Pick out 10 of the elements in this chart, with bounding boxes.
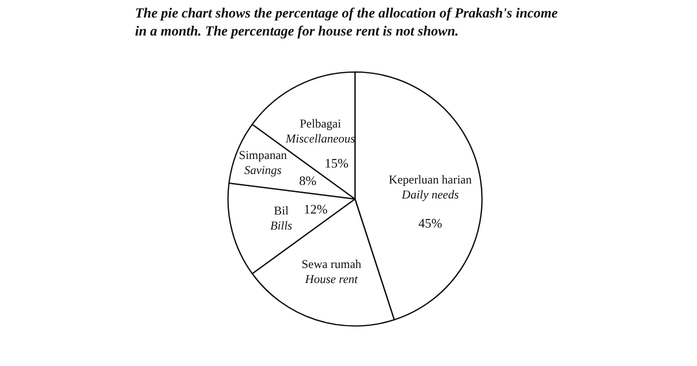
slice-label: Pelbagai Miscellaneous [284,116,356,146]
slice-label: Simpanan Savings [238,148,287,178]
data-label: 15% [324,155,349,170]
slice-label: Sewa rumah House rent [302,256,362,286]
chart-title: The pie chart shows the percentage of the allocation of Prakash's income in a month. The percentage for house rent is not shown. [135,6,558,40]
data-label: 8% [299,172,317,188]
slice-label: Bil Bills [270,203,293,232]
data-label: 12% [304,202,328,217]
slice-label: Keperluan harian Daily needs [388,172,472,202]
data-label: 45% [418,216,442,231]
